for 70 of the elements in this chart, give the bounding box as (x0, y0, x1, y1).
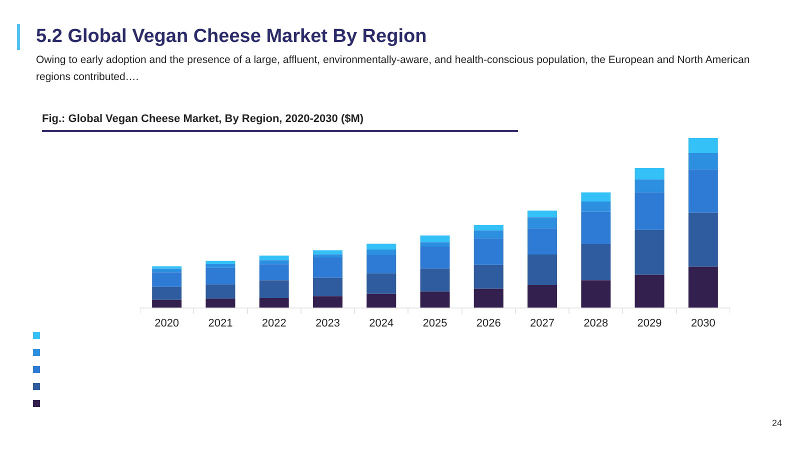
bar (581, 192, 611, 202)
bar (312, 278, 342, 296)
bar (420, 242, 450, 246)
bar (528, 254, 558, 286)
x-tick-label: 2024 (369, 317, 394, 330)
bar (259, 298, 289, 308)
bar (312, 250, 342, 254)
x-tick-label: 2028 (584, 317, 608, 330)
x-tick-label: 2022 (262, 317, 286, 330)
bar (259, 264, 289, 280)
bar (688, 266, 718, 308)
bar (474, 288, 504, 308)
x-tick-label: 2025 (422, 317, 448, 330)
bar (528, 285, 558, 308)
bar (206, 284, 236, 299)
bar (581, 212, 611, 244)
bar (581, 202, 611, 212)
bar (420, 246, 450, 269)
bar (366, 244, 396, 250)
bar (206, 264, 236, 268)
bar (688, 152, 718, 170)
bar (634, 168, 664, 180)
bar (312, 296, 342, 308)
bar (474, 224, 504, 230)
bar (634, 274, 664, 308)
bar (581, 280, 611, 308)
bar (420, 292, 450, 308)
bar (259, 256, 289, 260)
x-tick-label: 2023 (315, 317, 340, 330)
bar (366, 294, 396, 308)
x-tick-label: 2029 (637, 317, 662, 330)
text: Fig.: Global Vegan Cheese Market, By Region, 2020-2030 ($M) (42, 113, 518, 132)
bar (152, 300, 182, 308)
bar (634, 192, 664, 230)
bar (474, 238, 504, 265)
text: 24 (772, 418, 782, 428)
x-tick-label: 2021 (208, 317, 233, 330)
bar (634, 179, 664, 192)
bar (366, 250, 396, 255)
bar (312, 258, 342, 278)
bar (312, 254, 342, 258)
bar (634, 230, 664, 275)
bar (420, 268, 450, 292)
bar (688, 138, 718, 153)
bar (474, 230, 504, 238)
x-tick-label: 2026 (476, 317, 501, 330)
chart-title: 5.2 Global Vegan Cheese Market By Region (36, 26, 427, 48)
bar (259, 280, 289, 298)
bar (206, 260, 236, 264)
bar (206, 268, 236, 284)
bar (152, 268, 182, 272)
bar (528, 228, 558, 254)
bar (474, 264, 504, 289)
bar (366, 273, 396, 294)
bar (688, 169, 718, 213)
bar (152, 286, 182, 300)
x-tick-label: 2020 (154, 317, 180, 330)
x-tick-label: 2027 (530, 317, 555, 330)
bar (688, 212, 718, 267)
bar (152, 266, 182, 269)
bar (528, 217, 558, 228)
bar (581, 244, 611, 280)
chart-subtitle: Owing to early adoption and the presence of a large, affluent, environmentally-aware, and health-conscious population, the European and North American regions contributed…. (36, 53, 751, 85)
bar (366, 254, 396, 274)
bar (528, 210, 558, 218)
bar (259, 260, 289, 264)
x-tick-label: 2030 (690, 317, 716, 330)
bar (420, 235, 450, 242)
bar (152, 272, 182, 287)
bar (206, 298, 236, 308)
